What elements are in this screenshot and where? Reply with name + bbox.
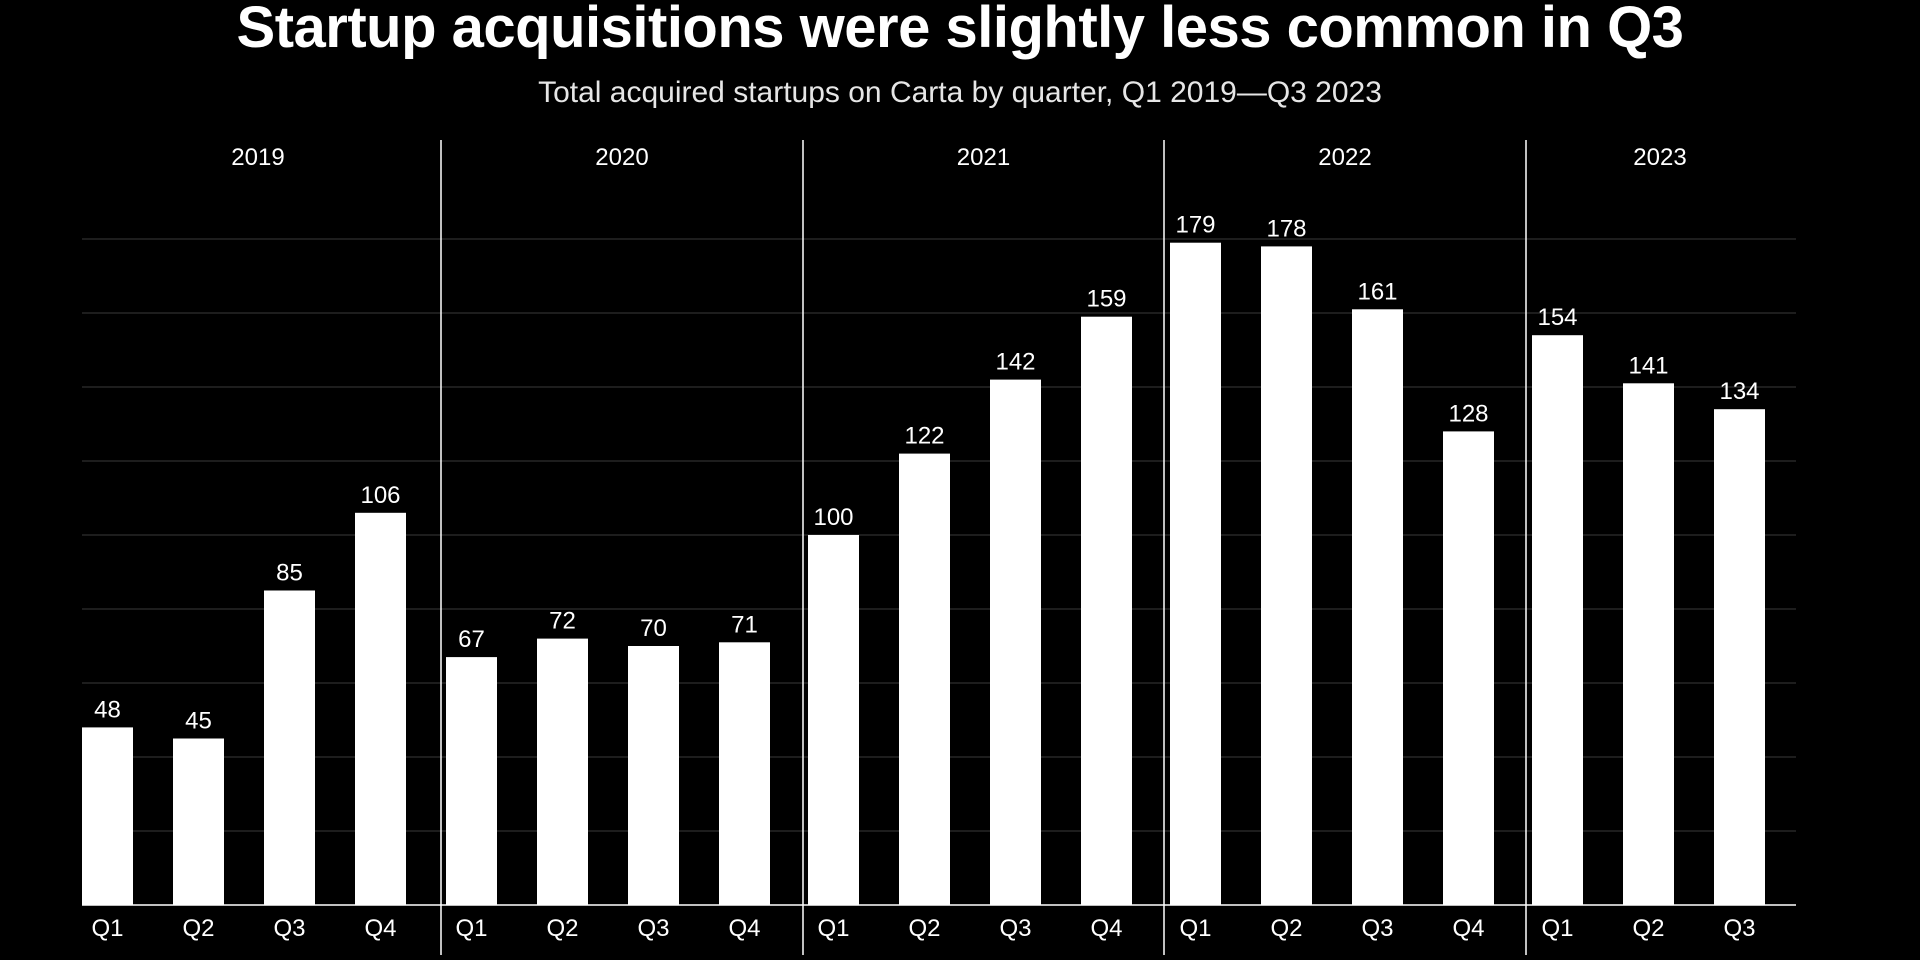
bar xyxy=(990,379,1041,906)
x-tick-label: Q3 xyxy=(273,915,305,942)
x-tick-label: Q4 xyxy=(364,915,396,942)
data-label: 70 xyxy=(640,615,667,642)
data-label: 67 xyxy=(458,626,485,653)
x-tick-label: Q1 xyxy=(91,915,123,942)
data-label: 106 xyxy=(360,482,400,509)
bar xyxy=(1714,409,1765,905)
year-label: 2020 xyxy=(595,144,648,171)
x-tick-label: Q2 xyxy=(1632,915,1664,942)
bar xyxy=(1081,316,1132,905)
data-label: 45 xyxy=(185,708,212,735)
bar xyxy=(719,642,770,905)
x-tick-label: Q3 xyxy=(1723,915,1755,942)
x-tick-label: Q2 xyxy=(908,915,940,942)
bar xyxy=(173,738,224,905)
x-tick-label: Q3 xyxy=(1361,915,1393,942)
x-tick-label: Q2 xyxy=(182,915,214,942)
x-tick-label: Q3 xyxy=(999,915,1031,942)
bar xyxy=(808,535,859,905)
bar xyxy=(1623,383,1674,905)
x-tick-label: Q2 xyxy=(1270,915,1302,942)
bar xyxy=(1532,335,1583,905)
data-label: 71 xyxy=(731,611,758,638)
chart-subtitle: Total acquired startups on Carta by quar… xyxy=(538,76,1382,109)
bar xyxy=(628,646,679,905)
year-label: 2019 xyxy=(231,144,284,171)
data-label: 179 xyxy=(1175,212,1215,239)
bar xyxy=(1443,431,1494,905)
bar xyxy=(1170,242,1221,905)
bar xyxy=(264,590,315,905)
x-tick-label: Q4 xyxy=(1452,915,1484,942)
data-label: 154 xyxy=(1537,304,1577,331)
x-tick-label: Q1 xyxy=(1541,915,1573,942)
data-label: 161 xyxy=(1357,278,1397,305)
x-tick-label: Q4 xyxy=(728,915,760,942)
year-label: 2022 xyxy=(1318,144,1371,171)
bar xyxy=(446,657,497,905)
bar xyxy=(355,512,406,905)
x-tick-label: Q1 xyxy=(455,915,487,942)
year-label: 2023 xyxy=(1633,144,1686,171)
data-label: 128 xyxy=(1448,400,1488,427)
data-label: 159 xyxy=(1086,286,1126,313)
data-label: 85 xyxy=(276,560,303,587)
bar xyxy=(1352,309,1403,905)
data-label: 178 xyxy=(1266,215,1306,242)
data-label: 142 xyxy=(995,349,1035,376)
data-label: 48 xyxy=(94,696,121,723)
year-label: 2021 xyxy=(957,144,1010,171)
chart-title: Startup acquisitions were slightly less … xyxy=(236,0,1684,60)
data-label: 134 xyxy=(1719,378,1759,405)
data-label: 122 xyxy=(904,423,944,450)
bar xyxy=(537,638,588,905)
x-tick-label: Q1 xyxy=(817,915,849,942)
x-tick-label: Q1 xyxy=(1179,915,1211,942)
bar xyxy=(82,727,133,905)
data-label: 100 xyxy=(813,504,853,531)
bar xyxy=(899,453,950,905)
data-label: 141 xyxy=(1628,352,1668,379)
data-label: 72 xyxy=(549,608,576,635)
x-tick-label: Q4 xyxy=(1090,915,1122,942)
x-tick-label: Q2 xyxy=(546,915,578,942)
bar xyxy=(1261,246,1312,905)
x-tick-label: Q3 xyxy=(637,915,669,942)
